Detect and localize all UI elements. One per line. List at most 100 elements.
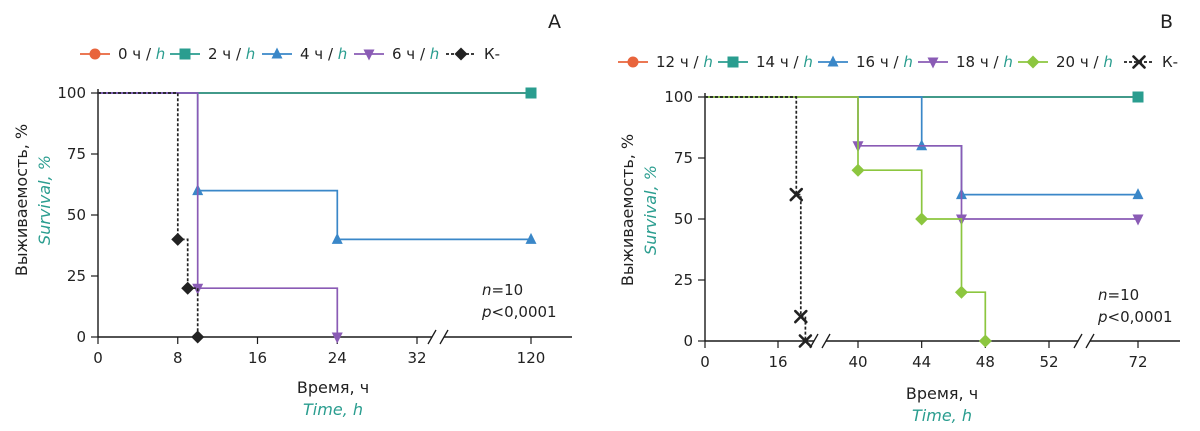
data-point [978, 334, 992, 348]
legend-item: К- [1124, 53, 1178, 71]
x-axis-label-en: Time, h [912, 406, 972, 425]
legend-marker [1132, 55, 1146, 69]
x-tick-label: 72 [1128, 353, 1147, 371]
legend-label: 6 ч / h [392, 45, 439, 63]
series-path [705, 96, 987, 341]
data-point [171, 232, 185, 246]
x-axis-label: Время, ч [906, 384, 978, 403]
y-tick-label: 100 [57, 84, 86, 102]
data-point [1132, 188, 1144, 200]
legend-marker [89, 48, 101, 60]
axes: 0 25 50 75 100 0 8 16 24 32 120 [57, 84, 572, 367]
data-point [794, 309, 808, 324]
legend-label: К- [484, 45, 500, 63]
x-tick-label: 16 [768, 353, 787, 371]
axis-break [427, 329, 437, 345]
y-tick-label: 0 [683, 332, 693, 350]
legend-marker [363, 49, 375, 61]
legend-marker [271, 47, 283, 59]
data-point [915, 212, 929, 226]
panel-letter: A [548, 11, 561, 33]
legend-label: 16 ч / h [856, 53, 913, 71]
data-point [798, 334, 813, 348]
x-tick-label: 32 [407, 349, 426, 367]
panel-letter: B [1160, 11, 1173, 33]
legend-item: К- [446, 45, 500, 63]
legend-item: 18 ч / h [918, 53, 1013, 71]
y-tick-label: 50 [674, 210, 693, 228]
legend-marker [627, 56, 639, 68]
y-axis-label-en: Survival, % [35, 155, 54, 245]
series-line [705, 96, 1144, 200]
x-tick-label: 0 [93, 349, 103, 367]
legend-item: 16 ч / h [818, 53, 913, 71]
annotation-p: p<0,0001 [481, 303, 557, 321]
x-tick-label: 16 [248, 349, 267, 367]
x-axis-label: Время, ч [297, 378, 369, 397]
y-axis-label: Выживаемость, % [618, 134, 637, 286]
series-line [705, 96, 1144, 226]
legend-marker [179, 48, 191, 60]
legend-item: 14 ч / h [718, 53, 813, 71]
legend-item: 4 ч / h [262, 45, 347, 63]
axis-break [821, 333, 831, 349]
legend-marker [927, 57, 939, 69]
legend-label: 4 ч / h [300, 45, 347, 63]
data-point [1132, 91, 1144, 103]
legend-item: 0 ч / h [80, 45, 165, 63]
legend-label: 0 ч / h [118, 45, 165, 63]
legend-marker [827, 55, 839, 67]
data-point [916, 139, 928, 151]
series-path [98, 92, 339, 337]
series-line [705, 96, 992, 348]
data-point [331, 232, 343, 244]
legend-label: 18 ч / h [956, 53, 1013, 71]
y-tick-label: 0 [76, 328, 86, 346]
data-point [1132, 214, 1144, 226]
data-point [181, 281, 195, 295]
annotation-n: n=10 [1098, 286, 1139, 304]
legend-label: 2 ч / h [208, 45, 255, 63]
y-axis-label: Выживаемость, % [12, 124, 31, 276]
chart-panel-a: A 0 ч / h 2 ч / h 4 ч / h 6 ч / h К- 0 25 50 75 10… [12, 11, 572, 419]
y-tick-label: 25 [67, 267, 86, 285]
legend-item: 6 ч / h [354, 45, 439, 63]
data-point [525, 232, 537, 244]
x-tick-label: 8 [173, 349, 183, 367]
annotation-p: p<0,0001 [1097, 308, 1173, 326]
axes: 0 25 50 75 100 0 16 40 44 48 52 72 [664, 88, 1180, 371]
y-tick-label: 50 [67, 206, 86, 224]
series-line [705, 96, 813, 348]
legend-item: 12 ч / h [618, 53, 713, 71]
axis-break [1073, 333, 1083, 349]
data-point [851, 163, 865, 177]
annotation-n: n=10 [482, 281, 523, 299]
x-tick-label: 0 [700, 353, 710, 371]
legend: 12 ч / h 14 ч / h 16 ч / h 18 ч / h 20 ч / h… [618, 53, 1178, 71]
legend-item: 20 ч / h [1018, 53, 1113, 71]
x-axis-label-en: Time, h [303, 400, 363, 419]
legend-label: 12 ч / h [656, 53, 713, 71]
x-tick-label: 40 [848, 353, 867, 371]
chart-panel-b: B 12 ч / h 14 ч / h 16 ч / h 18 ч / h 20 ч / … [618, 11, 1180, 425]
legend-marker [1026, 55, 1040, 69]
legend-label: 20 ч / h [1056, 53, 1113, 71]
legend-label: К- [1162, 53, 1178, 71]
x-tick-label: 24 [328, 349, 347, 367]
y-tick-label: 75 [67, 145, 86, 163]
legend-item: 2 ч / h [170, 45, 255, 63]
axis-break [1085, 333, 1095, 349]
axis-break [439, 329, 449, 345]
x-tick-label: 48 [976, 353, 995, 371]
legend-marker [454, 47, 468, 61]
y-axis-label-en: Survival, % [641, 165, 660, 255]
data-point [331, 332, 343, 344]
x-tick-label: 44 [912, 353, 931, 371]
data-point [525, 87, 537, 99]
legend-label: 14 ч / h [756, 53, 813, 71]
y-tick-label: 75 [674, 149, 693, 167]
x-tick-label: 120 [517, 349, 546, 367]
legend: 0 ч / h 2 ч / h 4 ч / h 6 ч / h К- [80, 45, 500, 63]
series-path [98, 92, 531, 241]
